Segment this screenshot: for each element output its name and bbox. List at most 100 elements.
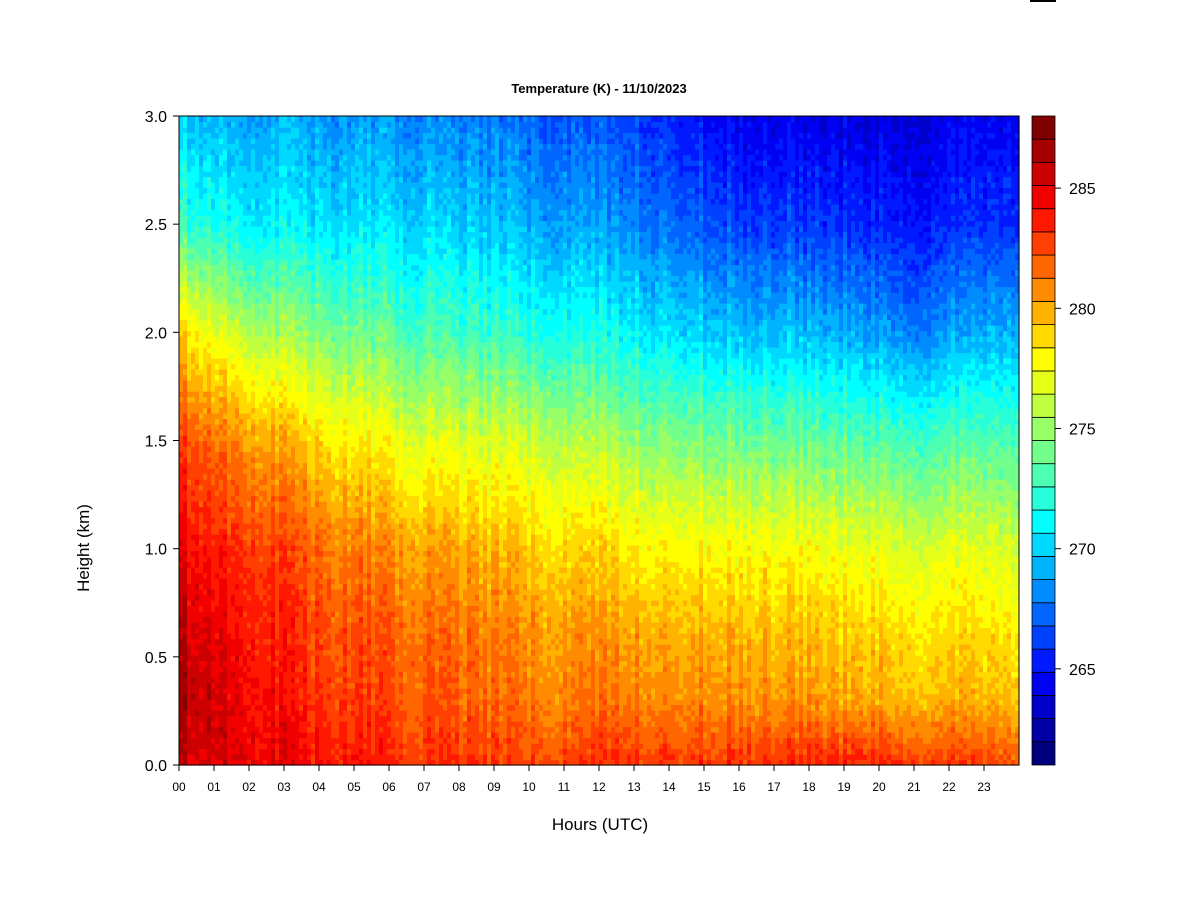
heatmap-cell bbox=[191, 512, 196, 518]
heatmap-cell bbox=[219, 419, 224, 425]
heatmap-cell bbox=[187, 254, 192, 260]
heatmap-cell bbox=[267, 507, 272, 513]
heatmap-cell bbox=[283, 655, 288, 661]
heatmap-cell bbox=[327, 743, 332, 749]
heatmap-cell bbox=[247, 738, 252, 744]
heatmap-cell bbox=[339, 710, 344, 716]
heatmap-cell bbox=[251, 259, 256, 265]
heatmap-cell bbox=[259, 237, 264, 243]
heatmap-cell bbox=[219, 606, 224, 612]
heatmap-cell bbox=[255, 650, 260, 656]
heatmap-cell bbox=[243, 226, 248, 232]
heatmap-cell bbox=[259, 518, 264, 524]
heatmap-cell bbox=[331, 507, 336, 513]
heatmap-cell bbox=[283, 677, 288, 683]
heatmap-cell bbox=[339, 727, 344, 733]
heatmap-cell bbox=[263, 666, 268, 672]
heatmap-cell bbox=[251, 160, 256, 166]
heatmap-cell bbox=[211, 677, 216, 683]
heatmap-cell bbox=[223, 166, 228, 172]
heatmap-cell bbox=[207, 534, 212, 540]
heatmap-cell bbox=[303, 430, 308, 436]
heatmap-cell bbox=[235, 655, 240, 661]
heatmap-cell bbox=[247, 639, 252, 645]
heatmap-cell bbox=[183, 567, 188, 573]
heatmap-cell bbox=[279, 133, 284, 139]
heatmap-cell bbox=[239, 496, 244, 502]
heatmap-cell bbox=[335, 611, 340, 617]
heatmap-cell bbox=[279, 501, 284, 507]
heatmap-cell bbox=[271, 358, 276, 364]
heatmap-cell bbox=[243, 485, 248, 491]
heatmap-cell bbox=[215, 353, 220, 359]
heatmap-cell bbox=[207, 699, 212, 705]
heatmap-cell bbox=[343, 721, 348, 727]
heatmap-cell bbox=[239, 237, 244, 243]
heatmap-cell bbox=[203, 347, 208, 353]
heatmap-cell bbox=[187, 661, 192, 667]
heatmap-cell bbox=[343, 650, 348, 656]
heatmap-cell bbox=[211, 149, 216, 155]
heatmap-cell bbox=[287, 248, 292, 254]
heatmap-cell bbox=[179, 292, 184, 298]
heatmap-cell bbox=[283, 540, 288, 546]
heatmap-cell bbox=[243, 655, 248, 661]
heatmap-cell bbox=[207, 507, 212, 513]
heatmap-cell bbox=[343, 633, 348, 639]
heatmap-cell bbox=[215, 496, 220, 502]
heatmap-cell bbox=[299, 474, 304, 480]
heatmap-cell bbox=[235, 584, 240, 590]
heatmap-cell bbox=[191, 424, 196, 430]
heatmap-cell bbox=[199, 149, 204, 155]
heatmap-cell bbox=[195, 127, 200, 133]
heatmap-cell bbox=[279, 248, 284, 254]
heatmap-cell bbox=[271, 237, 276, 243]
heatmap-cell bbox=[211, 468, 216, 474]
heatmap-cell bbox=[219, 353, 224, 359]
heatmap-cell bbox=[335, 441, 340, 447]
heatmap-cell bbox=[347, 617, 352, 623]
heatmap-cell bbox=[267, 644, 272, 650]
heatmap-cell bbox=[319, 133, 324, 139]
heatmap-cell bbox=[343, 540, 348, 546]
heatmap-cell bbox=[251, 441, 256, 447]
heatmap-cell bbox=[263, 298, 268, 304]
heatmap-cell bbox=[267, 661, 272, 667]
heatmap-cell bbox=[315, 518, 320, 524]
heatmap-cell bbox=[303, 463, 308, 469]
heatmap-cell bbox=[295, 661, 300, 667]
heatmap-cell bbox=[271, 336, 276, 342]
heatmap-cell bbox=[259, 336, 264, 342]
heatmap-cell bbox=[275, 358, 280, 364]
heatmap-cell bbox=[327, 567, 332, 573]
heatmap-cell bbox=[219, 325, 224, 331]
heatmap-cell bbox=[227, 116, 232, 122]
heatmap-cell bbox=[339, 485, 344, 491]
heatmap-cell bbox=[239, 754, 244, 760]
heatmap-cell bbox=[331, 727, 336, 733]
heatmap-cell bbox=[247, 188, 252, 194]
heatmap-cell bbox=[327, 644, 332, 650]
heatmap-cell bbox=[247, 688, 252, 694]
heatmap-cell bbox=[319, 699, 324, 705]
heatmap-cell bbox=[311, 507, 316, 513]
heatmap-cell bbox=[307, 375, 312, 381]
heatmap-cell bbox=[239, 292, 244, 298]
heatmap-cell bbox=[331, 446, 336, 452]
heatmap-cell bbox=[251, 452, 256, 458]
heatmap-cell bbox=[307, 727, 312, 733]
heatmap-cell bbox=[291, 474, 296, 480]
heatmap-cell bbox=[335, 743, 340, 749]
heatmap-cell bbox=[319, 413, 324, 419]
heatmap-cell bbox=[263, 116, 268, 122]
heatmap-cell bbox=[235, 237, 240, 243]
heatmap-cell bbox=[187, 721, 192, 727]
heatmap-cell bbox=[283, 182, 288, 188]
heatmap-cell bbox=[323, 727, 328, 733]
heatmap-cell bbox=[223, 292, 228, 298]
heatmap-cell bbox=[335, 221, 340, 227]
heatmap-cell bbox=[203, 276, 208, 282]
heatmap-cell bbox=[247, 507, 252, 513]
heatmap-cell bbox=[327, 221, 332, 227]
heatmap-cell bbox=[339, 457, 344, 463]
